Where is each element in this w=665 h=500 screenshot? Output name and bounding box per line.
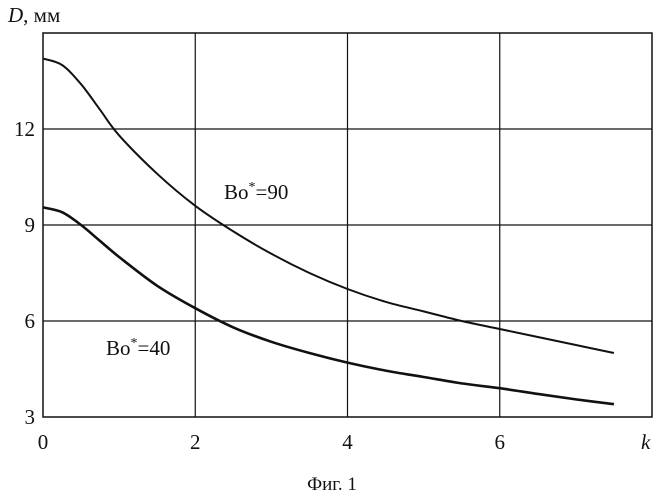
y-axis-symbol: D bbox=[7, 3, 23, 27]
series-line-bo90 bbox=[43, 59, 614, 353]
series-label-bo40-base: Bo bbox=[106, 336, 131, 360]
x-tick-label: 4 bbox=[342, 430, 353, 454]
x-tick-label: 6 bbox=[495, 430, 506, 454]
series-label-bo40: Bo*=40 bbox=[106, 336, 170, 360]
series-label-bo40-sup: * bbox=[131, 336, 138, 351]
series-label-bo40-value: =40 bbox=[138, 336, 171, 360]
y-tick-label: 6 bbox=[25, 309, 36, 333]
series-label-bo90-base: Bo bbox=[224, 180, 249, 204]
tick-labels: 0 2 4 6 3 6 9 12 bbox=[14, 117, 505, 454]
series-line-bo40 bbox=[43, 207, 614, 404]
x-axis-label: k bbox=[641, 430, 651, 454]
y-tick-label: 9 bbox=[25, 213, 36, 237]
series-label-bo90: Bo*=90 bbox=[224, 180, 288, 204]
y-axis-label: D, мм bbox=[7, 3, 60, 27]
series-label-bo90-value: =90 bbox=[256, 180, 289, 204]
x-tick-label: 2 bbox=[190, 430, 201, 454]
figure-caption: Фиг. 1 bbox=[307, 474, 357, 495]
y-tick-label: 3 bbox=[25, 405, 36, 429]
y-tick-label: 12 bbox=[14, 117, 35, 141]
grid bbox=[43, 33, 652, 417]
y-axis-unit: , мм bbox=[23, 3, 60, 27]
series-label-bo90-sup: * bbox=[249, 180, 256, 195]
x-tick-label: 0 bbox=[38, 430, 49, 454]
